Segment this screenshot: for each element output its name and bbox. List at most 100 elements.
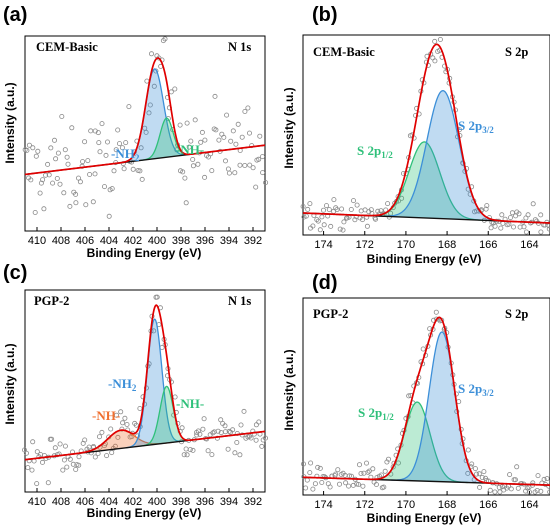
panel-c-n1s-pgp-2: (c) 410 408 406 404 402 400 398 396 394 392 PGP-2… [3,262,268,520]
data-point [476,471,482,477]
data-point [30,145,36,151]
nh-label-c-green: -NH- [176,396,204,411]
data-point [300,461,306,467]
data-point [148,51,154,57]
data-point [26,142,32,148]
data-point [335,467,341,473]
data-point [50,180,56,186]
data-point [137,168,143,174]
data-point [37,190,43,196]
data-point [80,159,86,165]
data-point [263,180,269,186]
x-tick-label: 402 [124,235,142,247]
data-point [48,145,54,151]
data-point [38,180,44,186]
data-point [186,144,192,150]
data-point [232,450,238,456]
data-point [115,127,121,133]
peak-fill [68,430,174,455]
data-point [214,435,220,441]
data-point [385,201,391,207]
data-point [492,223,498,229]
y-axis-label-d: Intensity (a.u.) [282,349,296,430]
data-point [92,171,98,177]
data-point [546,226,550,232]
data-point [260,170,266,176]
data-point [541,476,547,482]
data-point [432,58,438,64]
data-point [245,105,251,111]
data-point [62,147,68,153]
data-point [399,195,405,201]
data-point [122,415,128,421]
data-point [235,121,241,127]
data-point [76,454,82,460]
data-point [184,120,190,126]
x-tick-label: 168 [438,499,456,511]
data-point [479,474,485,480]
panel-a-n1s-cem-basic: (a) 410 408 406 404 402 400 398 396 394 392 CEM-B… [3,4,269,260]
sample-label-d: PGP-2 [313,307,348,321]
data-point [179,425,185,431]
data-point [363,460,369,466]
data-point [69,125,75,131]
data-point [119,426,125,432]
x-tick-label: 164 [520,239,538,251]
data-point [46,172,52,178]
data-point [497,489,503,495]
x-tick-label: 174 [314,239,332,251]
data-point [168,379,174,385]
data-point [334,207,340,213]
data-point [358,470,364,476]
data-point [143,129,149,135]
data-point [222,423,228,429]
data-point [300,203,306,209]
data-point [33,153,39,159]
data-point [534,487,540,493]
data-point [364,223,370,229]
x-tick-label: 396 [196,235,214,247]
data-point [307,201,313,207]
x-tick-label: 170 [397,239,415,251]
data-point [370,466,376,472]
peak-fill [125,319,184,448]
data-point [45,161,51,167]
data-point [373,481,379,487]
data-point [259,443,265,449]
data-point [237,162,243,168]
data-point [180,169,186,175]
data-point [146,110,152,116]
data-point [385,456,391,462]
data-point [192,117,198,123]
nh-label-c-orange: -NH- [92,408,120,423]
data-point [234,430,240,436]
data-point [226,170,232,176]
x-tick-label: 396 [196,496,214,508]
data-point [172,86,178,92]
data-point [151,83,157,89]
data-point [138,145,144,151]
data-point [221,134,227,140]
data-point [76,462,82,468]
data-point [348,206,354,212]
x-axis-label-b: Binding Energy (eV) [367,252,482,266]
data-point [103,152,109,158]
data-point [249,143,255,149]
data-point [321,222,327,228]
data-point [315,464,321,470]
data-point [114,412,120,418]
data-point [465,447,471,453]
y-axis-label-a: Intensity (a.u.) [3,82,17,163]
data-point [420,346,426,352]
data-point [32,209,38,215]
panel-letter-d: (d) [312,272,338,294]
data-point [190,163,196,169]
data-point [406,393,412,399]
data-point [108,426,114,432]
data-point [209,452,215,458]
data-point [40,459,46,465]
data-point [105,139,111,145]
data-point [190,447,196,453]
data-point [28,177,34,183]
data-point [315,218,321,224]
